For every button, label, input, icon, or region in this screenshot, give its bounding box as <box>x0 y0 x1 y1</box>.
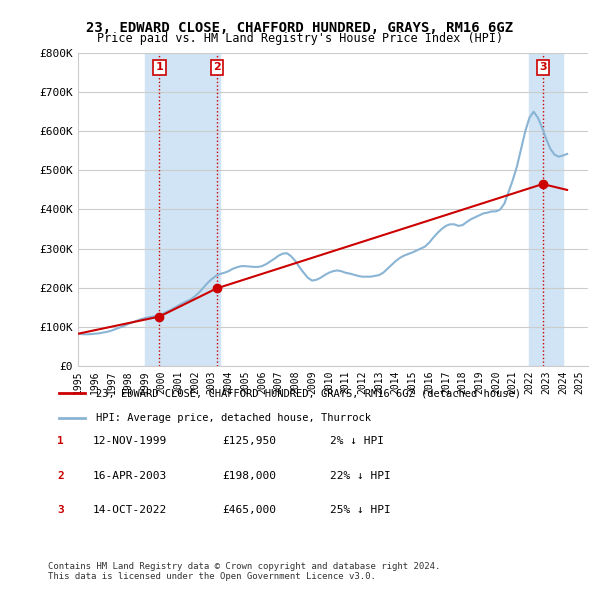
Text: 2: 2 <box>57 471 64 480</box>
Text: 2% ↓ HPI: 2% ↓ HPI <box>330 437 384 446</box>
Text: £465,000: £465,000 <box>222 505 276 514</box>
Text: 16-APR-2003: 16-APR-2003 <box>93 471 167 480</box>
Text: 12-NOV-1999: 12-NOV-1999 <box>93 437 167 446</box>
Text: 23, EDWARD CLOSE, CHAFFORD HUNDRED, GRAYS, RM16 6GZ (detached house): 23, EDWARD CLOSE, CHAFFORD HUNDRED, GRAY… <box>95 388 521 398</box>
Text: 2: 2 <box>213 63 220 73</box>
Bar <box>145 53 220 366</box>
Text: 3: 3 <box>539 63 547 73</box>
Text: 3: 3 <box>57 505 64 514</box>
Text: 14-OCT-2022: 14-OCT-2022 <box>93 505 167 514</box>
Text: Price paid vs. HM Land Registry's House Price Index (HPI): Price paid vs. HM Land Registry's House … <box>97 32 503 45</box>
Text: 22% ↓ HPI: 22% ↓ HPI <box>330 471 391 480</box>
Text: 25% ↓ HPI: 25% ↓ HPI <box>330 505 391 514</box>
Text: 23, EDWARD CLOSE, CHAFFORD HUNDRED, GRAYS, RM16 6GZ: 23, EDWARD CLOSE, CHAFFORD HUNDRED, GRAY… <box>86 21 514 35</box>
Text: Contains HM Land Registry data © Crown copyright and database right 2024.
This d: Contains HM Land Registry data © Crown c… <box>48 562 440 581</box>
Text: £125,950: £125,950 <box>222 437 276 446</box>
Text: 1: 1 <box>57 437 64 446</box>
Text: £198,000: £198,000 <box>222 471 276 480</box>
Text: 1: 1 <box>155 63 163 73</box>
Bar <box>529 53 563 366</box>
Text: HPI: Average price, detached house, Thurrock: HPI: Average price, detached house, Thur… <box>95 413 371 423</box>
